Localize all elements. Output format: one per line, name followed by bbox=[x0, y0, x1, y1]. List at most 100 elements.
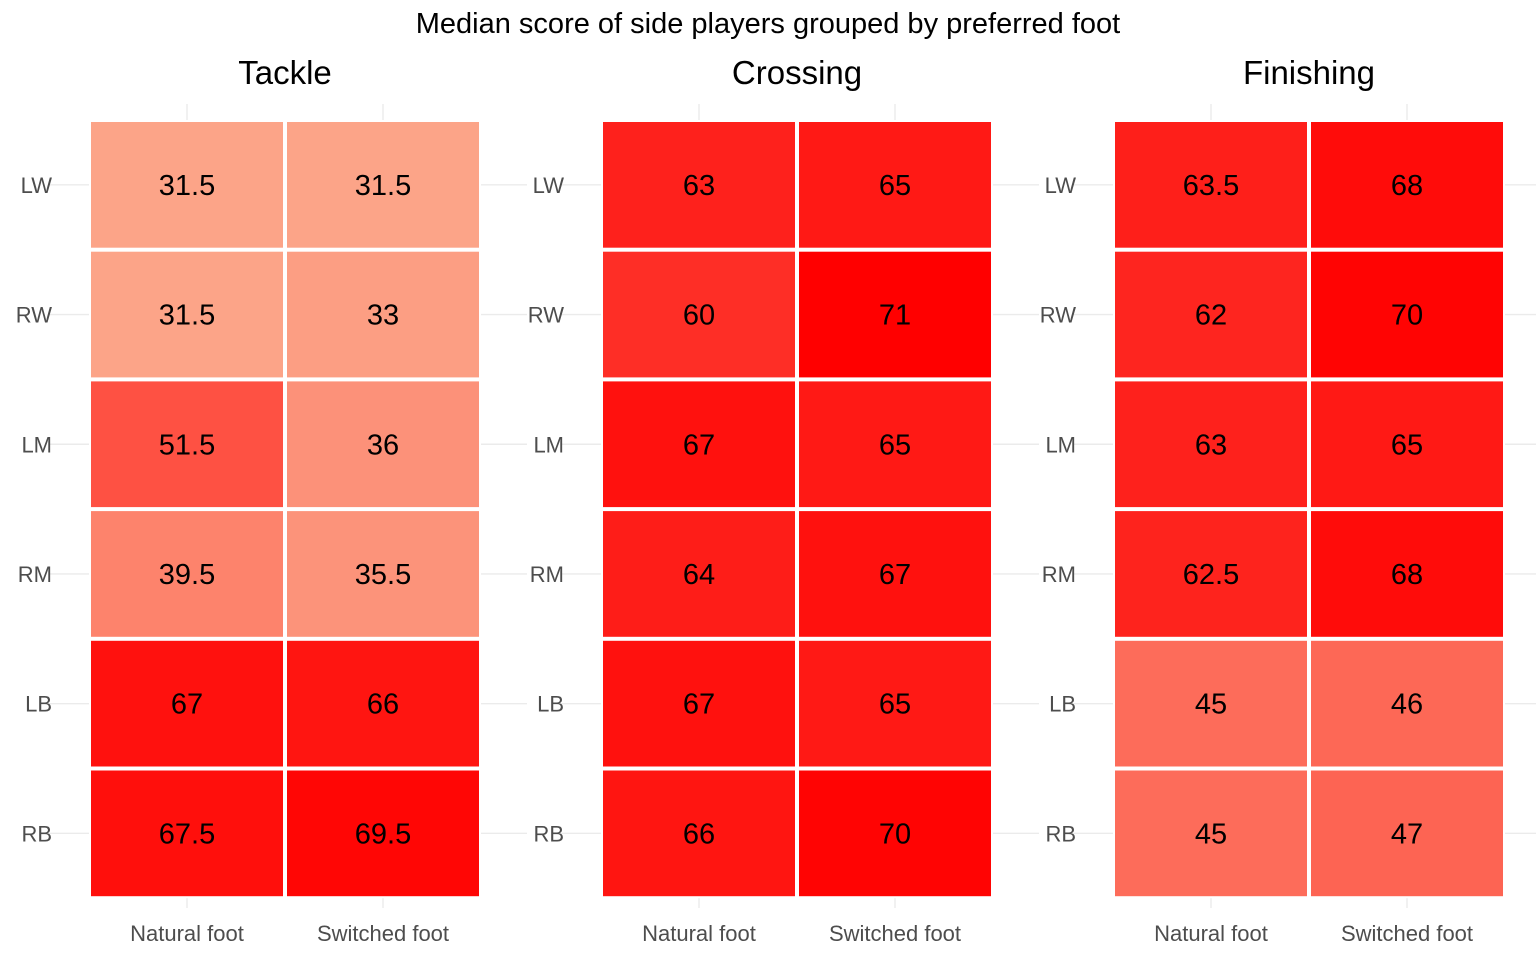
cell-value-label: 64 bbox=[683, 559, 715, 591]
y-tick-label: RM bbox=[530, 562, 564, 587]
heatmap-cell bbox=[287, 122, 479, 248]
cell-value-label: 63 bbox=[1195, 429, 1227, 461]
heatmap-cell bbox=[799, 770, 991, 897]
cell-value-label: 62 bbox=[1195, 300, 1227, 332]
facets: Tackle 31.5 31.5 31.5 33 51.5 36 39.5 35.5 67 66 67… bbox=[16, 54, 1536, 946]
y-tick-label: RW bbox=[528, 303, 564, 328]
cell-value-label: 67 bbox=[683, 429, 715, 461]
heatmap-cell bbox=[91, 511, 283, 637]
cell-value-label: 36 bbox=[367, 429, 399, 461]
cell-value-label: 51.5 bbox=[159, 429, 215, 461]
cell-value-label: 65 bbox=[1391, 429, 1423, 461]
facet-crossing: Crossing 63 65 60 71 67 65 64 67 67 65 66 70 LW RW LM RM… bbox=[528, 54, 1039, 946]
cell-value-label: 67 bbox=[171, 689, 203, 721]
heatmap-cell bbox=[1311, 251, 1503, 378]
cell-value-label: 31.5 bbox=[159, 170, 215, 202]
facet-finishing: Finishing 63.5 68 62 70 63 65 62.5 68 45 46 45 47 LW R… bbox=[1040, 54, 1536, 946]
cell-value-label: 35.5 bbox=[355, 559, 411, 591]
y-tick-label: LB bbox=[537, 692, 564, 717]
cell-value-label: 46 bbox=[1391, 689, 1423, 721]
cell-value-label: 65 bbox=[879, 170, 911, 202]
heatmap-cell bbox=[91, 770, 283, 897]
y-tick-label: LW bbox=[533, 173, 565, 198]
heatmap-cell bbox=[1115, 511, 1307, 637]
y-tick-label: RB bbox=[1045, 821, 1076, 846]
cell-value-label: 66 bbox=[683, 818, 715, 850]
heatmap-cell bbox=[603, 122, 795, 248]
y-tick-label: RM bbox=[18, 562, 52, 587]
x-tick-label: Natural foot bbox=[130, 921, 244, 946]
heatmap-cell bbox=[1115, 381, 1307, 508]
facet-tackle: Tackle 31.5 31.5 31.5 33 51.5 36 39.5 35.5 67 66 67… bbox=[16, 54, 527, 946]
cell-value-label: 67 bbox=[879, 559, 911, 591]
chart-title: Median score of side players grouped by … bbox=[416, 8, 1120, 40]
heatmap-cell bbox=[91, 381, 283, 508]
heatmap-cell bbox=[1311, 122, 1503, 248]
x-tick-label: Switched foot bbox=[317, 921, 449, 946]
cell-value-label: 66 bbox=[367, 689, 399, 721]
heatmap-cell bbox=[1115, 251, 1307, 378]
y-tick-label: RW bbox=[16, 303, 52, 328]
cell-value-label: 67 bbox=[683, 689, 715, 721]
cell-value-label: 45 bbox=[1195, 818, 1227, 850]
heatmap-cell bbox=[91, 122, 283, 248]
cell-value-label: 65 bbox=[879, 429, 911, 461]
cell-value-label: 67.5 bbox=[159, 818, 215, 850]
cell-value-label: 45 bbox=[1195, 689, 1227, 721]
cell-value-label: 69.5 bbox=[355, 818, 411, 850]
y-tick-label: LM bbox=[21, 432, 52, 457]
y-tick-label: RM bbox=[1042, 562, 1076, 587]
heatmap-cell bbox=[287, 640, 479, 767]
cell-value-label: 33 bbox=[367, 300, 399, 332]
cell-value-label: 62.5 bbox=[1183, 559, 1239, 591]
x-tick-label: Switched foot bbox=[1341, 921, 1473, 946]
heatmap-cell bbox=[1311, 640, 1503, 767]
cell-value-label: 63 bbox=[683, 170, 715, 202]
y-tick-label: LW bbox=[1045, 173, 1077, 198]
cell-value-label: 60 bbox=[683, 300, 715, 332]
heatmap-cell bbox=[287, 381, 479, 508]
heatmap-cell bbox=[287, 251, 479, 378]
heatmap-cell bbox=[603, 381, 795, 508]
heatmap-cell bbox=[1311, 770, 1503, 897]
heatmap-cell bbox=[1115, 122, 1307, 248]
y-tick-label: LW bbox=[21, 173, 53, 198]
heatmap-cell bbox=[1311, 381, 1503, 508]
heatmap-cell bbox=[799, 122, 991, 248]
cell-value-label: 70 bbox=[1391, 300, 1423, 332]
heatmap-cell bbox=[1311, 511, 1503, 637]
heatmap-cell bbox=[799, 381, 991, 508]
x-tick-label: Switched foot bbox=[829, 921, 961, 946]
x-tick-label: Natural foot bbox=[642, 921, 756, 946]
heatmap-cell bbox=[1115, 770, 1307, 897]
y-tick-label: RW bbox=[1040, 303, 1076, 328]
y-tick-label: RB bbox=[533, 821, 564, 846]
heatmap-cell bbox=[287, 770, 479, 897]
cell-value-label: 68 bbox=[1391, 559, 1423, 591]
heatmap-cell bbox=[799, 511, 991, 637]
cell-value-label: 31.5 bbox=[355, 170, 411, 202]
y-tick-label: LM bbox=[533, 432, 564, 457]
facet-title: Finishing bbox=[1243, 54, 1375, 91]
cell-value-label: 31.5 bbox=[159, 300, 215, 332]
facet-title: Crossing bbox=[732, 54, 862, 91]
heatmap-cell bbox=[603, 770, 795, 897]
y-tick-label: LB bbox=[1049, 692, 1076, 717]
heatmap-cell bbox=[603, 251, 795, 378]
y-tick-label: LM bbox=[1045, 432, 1076, 457]
y-tick-label: LB bbox=[25, 692, 52, 717]
heatmap-cell bbox=[91, 251, 283, 378]
y-tick-label: RB bbox=[21, 821, 52, 846]
heatmap-cell bbox=[799, 251, 991, 378]
facet-title: Tackle bbox=[238, 54, 332, 91]
heatmap-cell bbox=[91, 640, 283, 767]
cell-value-label: 47 bbox=[1391, 818, 1423, 850]
heatmap-cell bbox=[603, 511, 795, 637]
heatmap-cell bbox=[603, 640, 795, 767]
cell-value-label: 63.5 bbox=[1183, 170, 1239, 202]
cell-value-label: 70 bbox=[879, 818, 911, 850]
heatmap-cell bbox=[799, 640, 991, 767]
cell-value-label: 39.5 bbox=[159, 559, 215, 591]
cell-value-label: 65 bbox=[879, 689, 911, 721]
